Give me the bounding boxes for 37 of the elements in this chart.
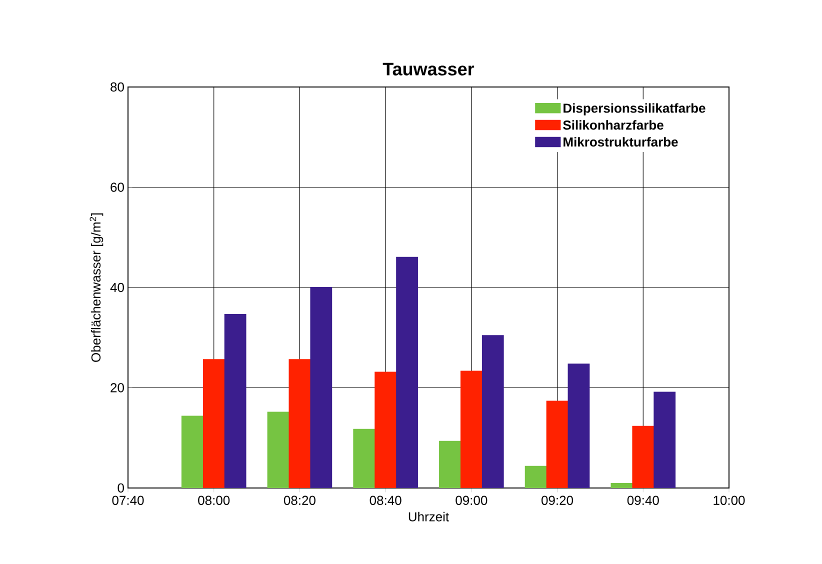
y-tick-label: 20 (110, 383, 124, 392)
legend-label: Silikonharzfarbe (563, 120, 664, 130)
y-tick-label: 40 (110, 282, 124, 292)
bar (546, 400, 568, 488)
legend-label: Mikrostrukturfarbe (564, 137, 678, 147)
bar (654, 392, 676, 488)
bar (224, 314, 246, 488)
bar (439, 440, 461, 488)
y-axis-title: Oberflächenwasser [g/m$^{2}$] (90, 213, 104, 362)
bar (610, 482, 633, 488)
bar (632, 426, 654, 488)
x-tick-label: 07:40 (112, 496, 144, 505)
x-tick-label: 08:40 (370, 496, 402, 505)
x-tick-label: 09:40 (627, 496, 659, 505)
x-tick-label: 08:20 (284, 496, 316, 505)
x-tick-label: 09:00 (456, 496, 488, 505)
y-tick-label: 60 (110, 182, 124, 192)
bar (482, 335, 504, 488)
x-axis-title: Uhrzeit (408, 512, 449, 522)
bar (374, 372, 397, 488)
bar (288, 359, 311, 488)
bar (310, 286, 332, 488)
x-tick-label: 10:00 (714, 496, 745, 505)
bar (353, 428, 376, 488)
bar (568, 364, 590, 488)
bar (460, 370, 482, 488)
bar (181, 416, 204, 488)
bar (202, 359, 225, 488)
bar (267, 412, 290, 488)
y-tick-label: 80 (110, 82, 124, 92)
x-tick-label: 08:00 (198, 496, 230, 505)
x-tick-label: 09:20 (542, 496, 574, 505)
y-tick-label: 0 (118, 483, 124, 493)
legend-label: Dispersionssilikatfarbe (564, 103, 706, 116)
bar (524, 466, 547, 488)
bar (396, 256, 418, 488)
chart-title: Tauwasser (382, 62, 474, 76)
